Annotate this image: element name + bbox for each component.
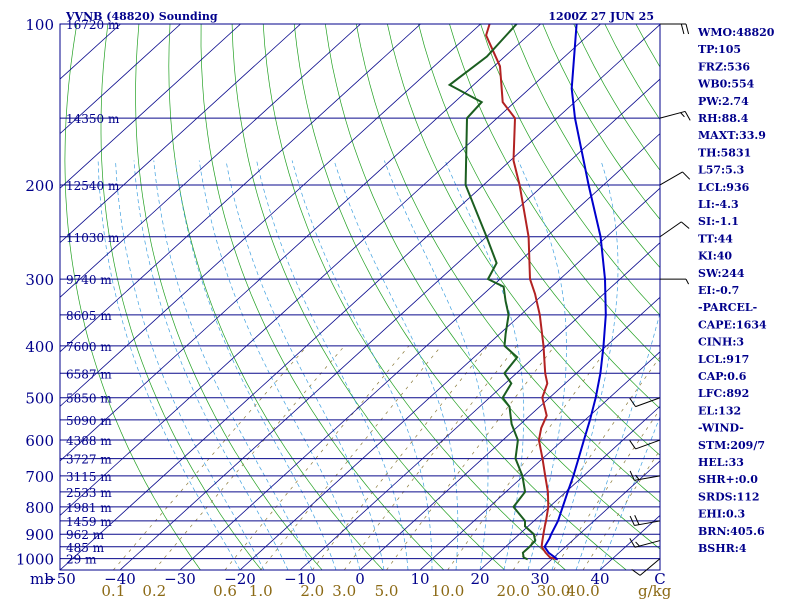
height-label-5: 8605 m — [66, 309, 112, 323]
index-line-2: FRZ:536 — [698, 60, 750, 73]
height-label-1: 14350 m — [66, 112, 120, 126]
index-line-6: MAXT:33.9 — [698, 129, 766, 142]
index-line-9: LCL:936 — [698, 181, 750, 194]
pressure-label-8: 500 — [25, 390, 54, 408]
height-label-4: 9740 m — [66, 273, 112, 287]
temp-tick-label-6: 10 — [410, 570, 429, 588]
index-line-15: EI:-0.7 — [698, 284, 739, 297]
index-line-23: -WIND- — [698, 422, 744, 435]
index-line-30: BSHR:4 — [698, 542, 747, 555]
mixing-ratio-label-10: 40.0 — [566, 582, 599, 600]
temp-tick-label-7: 20 — [470, 570, 489, 588]
mixing-ratio-label-6: 5.0 — [375, 582, 399, 600]
mixing-ratio-label-9: 30.0 — [537, 582, 570, 600]
mixing-ratio-label-1: 0.2 — [142, 582, 166, 600]
index-line-20: CAP:0.6 — [698, 370, 747, 383]
height-label-7: 6587 m — [66, 367, 112, 381]
mixing-ratio-label-0: 0.1 — [101, 582, 125, 600]
pressure-label-12: 700 — [25, 468, 54, 486]
index-line-24: STM:209/7 — [698, 439, 765, 452]
pressure-label-18: 1000 — [16, 551, 54, 569]
index-line-27: SRDS:112 — [698, 490, 760, 503]
height-label-3: 11030 m — [66, 231, 120, 245]
mixing-ratio-label-2: 0.6 — [213, 582, 237, 600]
index-line-5: RH:88.4 — [698, 112, 749, 125]
index-line-28: EHI:0.3 — [698, 508, 745, 521]
mixing-ratio-label-7: 10.0 — [431, 582, 464, 600]
pressure-label-10: 600 — [25, 432, 54, 450]
height-label-8: 5850 m — [66, 392, 112, 406]
index-line-19: LCL:917 — [698, 353, 749, 366]
index-line-18: CINH:3 — [698, 336, 744, 349]
pressure-label-0: 100 — [25, 16, 54, 34]
mixing-ratio-label-4: 2.0 — [300, 582, 324, 600]
station-title: VVNB (48820) Sounding — [65, 10, 218, 23]
index-line-13: KI:40 — [698, 250, 732, 263]
mixing-ratio-label-3: 1.0 — [249, 582, 273, 600]
index-line-16: -PARCEL- — [698, 301, 757, 314]
index-line-22: EL:132 — [698, 404, 741, 417]
mixing-ratio-label-8: 20.0 — [497, 582, 530, 600]
index-line-3: WB0:554 — [697, 78, 755, 91]
index-line-10: LI:-4.3 — [698, 198, 739, 211]
index-line-12: TT:44 — [698, 232, 733, 245]
height-label-12: 3115 m — [66, 470, 112, 484]
index-line-26: SHR+:0.0 — [698, 473, 758, 486]
height-label-2: 12540 m — [66, 179, 120, 193]
index-line-1: TP:105 — [698, 43, 741, 56]
index-line-14: SW:244 — [698, 267, 745, 280]
index-line-21: LFC:892 — [698, 387, 749, 400]
index-line-25: HEL:33 — [698, 456, 744, 469]
index-line-11: SI:-1.1 — [698, 215, 739, 228]
temp-tick-label-5: 0 — [355, 570, 365, 588]
index-line-17: CAPE:1634 — [698, 318, 767, 331]
pressure-label-4: 300 — [25, 271, 54, 289]
height-label-13: 2533 m — [66, 486, 112, 500]
index-line-29: BRN:405.6 — [698, 525, 765, 538]
height-label-11: 3727 m — [66, 453, 112, 467]
pressure-label-14: 800 — [25, 499, 54, 517]
index-line-8: L57:5.3 — [698, 164, 744, 177]
height-label-6: 7600 m — [66, 340, 112, 354]
height-label-10: 4388 m — [66, 434, 112, 448]
temp-tick-label-2: −30 — [164, 570, 196, 588]
index-line-0: WMO:48820 — [697, 26, 775, 39]
index-line-7: TH:5831 — [698, 146, 751, 159]
height-label-15: 1459 m — [66, 515, 112, 529]
sounding-time: 1200Z 27 JUN 25 — [548, 10, 654, 23]
mixing-ratio-label-5: 3.0 — [332, 582, 356, 600]
mixing-ratio-unit-label: g/kg — [638, 582, 672, 600]
pressure-label-16: 900 — [25, 526, 54, 544]
index-line-4: PW:2.74 — [698, 95, 749, 108]
pressure-label-2: 200 — [25, 177, 54, 195]
pressure-unit-label: mb — [30, 570, 54, 588]
height-label-9: 5090 m — [66, 414, 112, 428]
height-label-14: 1981 m — [66, 501, 112, 515]
pressure-label-6: 400 — [25, 338, 54, 356]
height-label-18: 29 m — [66, 553, 97, 567]
